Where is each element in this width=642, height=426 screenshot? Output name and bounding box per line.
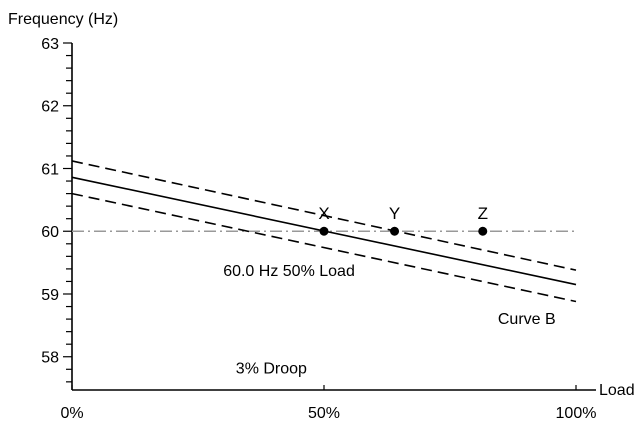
y-tick-label: 58 (41, 350, 59, 367)
y-tick-label: 61 (41, 161, 59, 178)
x-tick-label: 50% (308, 405, 340, 422)
operating-point-x (319, 226, 329, 236)
y-tick-label: 63 (41, 36, 59, 53)
droop-line-dashed (71, 192, 577, 303)
point-label: X (318, 204, 329, 223)
x-axis-label: Load (599, 382, 635, 399)
y-tick-label: 59 (41, 287, 59, 304)
annotation: 3% Droop (236, 360, 307, 377)
point-label: Y (389, 204, 400, 223)
y-tick-label: 62 (41, 99, 59, 116)
y-axis-label: Frequency (Hz) (8, 11, 118, 28)
operating-point-z (478, 226, 488, 236)
x-tick-label: 0% (60, 405, 83, 422)
x-tick-label: 100% (556, 405, 597, 422)
operating-point-y (390, 226, 400, 236)
point-label: Z (478, 204, 488, 223)
y-tick-label: 60 (41, 224, 59, 241)
annotation: 60.0 Hz 50% Load (223, 263, 355, 280)
droop-line-dashed (71, 160, 577, 271)
annotation: Curve B (498, 311, 556, 328)
